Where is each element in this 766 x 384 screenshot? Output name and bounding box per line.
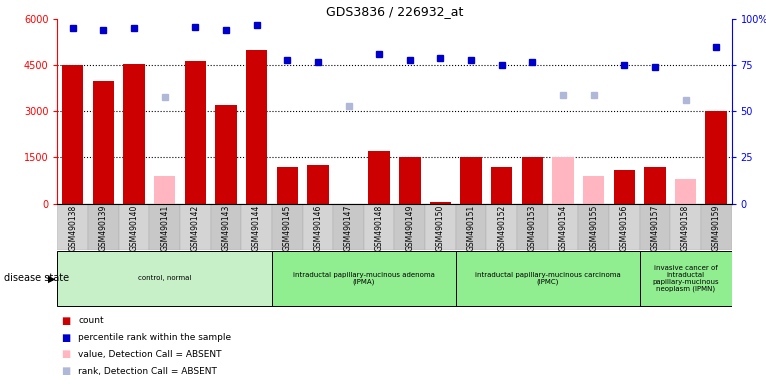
Title: GDS3836 / 226932_at: GDS3836 / 226932_at bbox=[326, 5, 463, 18]
Bar bbox=[277, 167, 298, 204]
Bar bbox=[486, 204, 517, 250]
Bar bbox=[307, 165, 329, 204]
Text: GSM490140: GSM490140 bbox=[129, 205, 139, 251]
Text: GSM490157: GSM490157 bbox=[650, 205, 660, 251]
Bar bbox=[425, 204, 456, 250]
Bar bbox=[149, 204, 180, 250]
Text: intraductal papillary-mucinous adenoma
(IPMA): intraductal papillary-mucinous adenoma (… bbox=[293, 271, 435, 285]
Bar bbox=[62, 65, 83, 204]
Text: GSM490154: GSM490154 bbox=[558, 205, 568, 251]
Text: GSM490139: GSM490139 bbox=[99, 205, 108, 251]
Bar bbox=[399, 157, 421, 204]
Text: count: count bbox=[78, 316, 103, 325]
Bar bbox=[180, 204, 211, 250]
Text: GSM490158: GSM490158 bbox=[681, 205, 690, 251]
Text: disease state: disease state bbox=[4, 273, 69, 283]
Bar bbox=[548, 204, 578, 250]
Bar bbox=[57, 251, 272, 306]
Text: GSM490150: GSM490150 bbox=[436, 205, 445, 251]
Text: GSM490149: GSM490149 bbox=[405, 205, 414, 251]
Bar bbox=[456, 204, 486, 250]
Text: GSM490159: GSM490159 bbox=[712, 205, 721, 251]
Text: intraductal papillary-mucinous carcinoma
(IPMC): intraductal papillary-mucinous carcinoma… bbox=[475, 271, 620, 285]
Bar bbox=[578, 204, 609, 250]
Bar bbox=[522, 157, 543, 204]
Bar bbox=[552, 157, 574, 204]
Text: GSM490152: GSM490152 bbox=[497, 205, 506, 251]
Bar bbox=[670, 204, 701, 250]
Bar bbox=[211, 204, 241, 250]
Bar bbox=[394, 204, 425, 250]
Bar bbox=[303, 204, 333, 250]
Bar bbox=[705, 111, 727, 204]
Text: percentile rank within the sample: percentile rank within the sample bbox=[78, 333, 231, 342]
Bar bbox=[246, 50, 267, 204]
Text: ■: ■ bbox=[61, 333, 70, 343]
Bar bbox=[272, 251, 456, 306]
Bar bbox=[583, 176, 604, 204]
Text: rank, Detection Call = ABSENT: rank, Detection Call = ABSENT bbox=[78, 367, 217, 376]
Bar bbox=[644, 167, 666, 204]
Bar bbox=[614, 170, 635, 204]
Bar bbox=[460, 157, 482, 204]
Bar bbox=[241, 204, 272, 250]
Text: ■: ■ bbox=[61, 366, 70, 376]
Text: GSM490145: GSM490145 bbox=[283, 205, 292, 251]
Bar bbox=[272, 204, 303, 250]
Bar bbox=[368, 151, 390, 204]
Bar bbox=[88, 204, 119, 250]
Bar bbox=[154, 176, 175, 204]
Text: ■: ■ bbox=[61, 349, 70, 359]
Text: GSM490148: GSM490148 bbox=[375, 205, 384, 251]
Bar bbox=[333, 204, 364, 250]
Text: ▶: ▶ bbox=[47, 273, 55, 283]
Bar bbox=[364, 204, 394, 250]
Text: GSM490147: GSM490147 bbox=[344, 205, 353, 251]
Text: GSM490143: GSM490143 bbox=[221, 205, 231, 251]
Text: GSM490144: GSM490144 bbox=[252, 205, 261, 251]
Bar bbox=[123, 64, 145, 204]
Bar bbox=[430, 202, 451, 204]
Bar bbox=[93, 81, 114, 204]
Bar bbox=[701, 204, 732, 250]
Bar bbox=[215, 105, 237, 204]
Bar bbox=[517, 204, 548, 250]
Text: GSM490146: GSM490146 bbox=[313, 205, 322, 251]
Text: GSM490151: GSM490151 bbox=[466, 205, 476, 251]
Bar bbox=[640, 204, 670, 250]
Text: GSM490141: GSM490141 bbox=[160, 205, 169, 251]
Text: value, Detection Call = ABSENT: value, Detection Call = ABSENT bbox=[78, 350, 221, 359]
Bar bbox=[456, 251, 640, 306]
Text: GSM490155: GSM490155 bbox=[589, 205, 598, 251]
Bar bbox=[57, 204, 88, 250]
Bar bbox=[609, 204, 640, 250]
Text: GSM490142: GSM490142 bbox=[191, 205, 200, 251]
Bar bbox=[185, 61, 206, 204]
Bar bbox=[640, 251, 732, 306]
Bar bbox=[491, 167, 512, 204]
Bar bbox=[675, 179, 696, 204]
Text: ■: ■ bbox=[61, 316, 70, 326]
Text: GSM490153: GSM490153 bbox=[528, 205, 537, 251]
Text: control, normal: control, normal bbox=[138, 275, 192, 281]
Text: GSM490156: GSM490156 bbox=[620, 205, 629, 251]
Text: GSM490138: GSM490138 bbox=[68, 205, 77, 251]
Text: invasive cancer of
intraductal
papillary-mucinous
neoplasm (IPMN): invasive cancer of intraductal papillary… bbox=[653, 265, 719, 292]
Bar bbox=[119, 204, 149, 250]
